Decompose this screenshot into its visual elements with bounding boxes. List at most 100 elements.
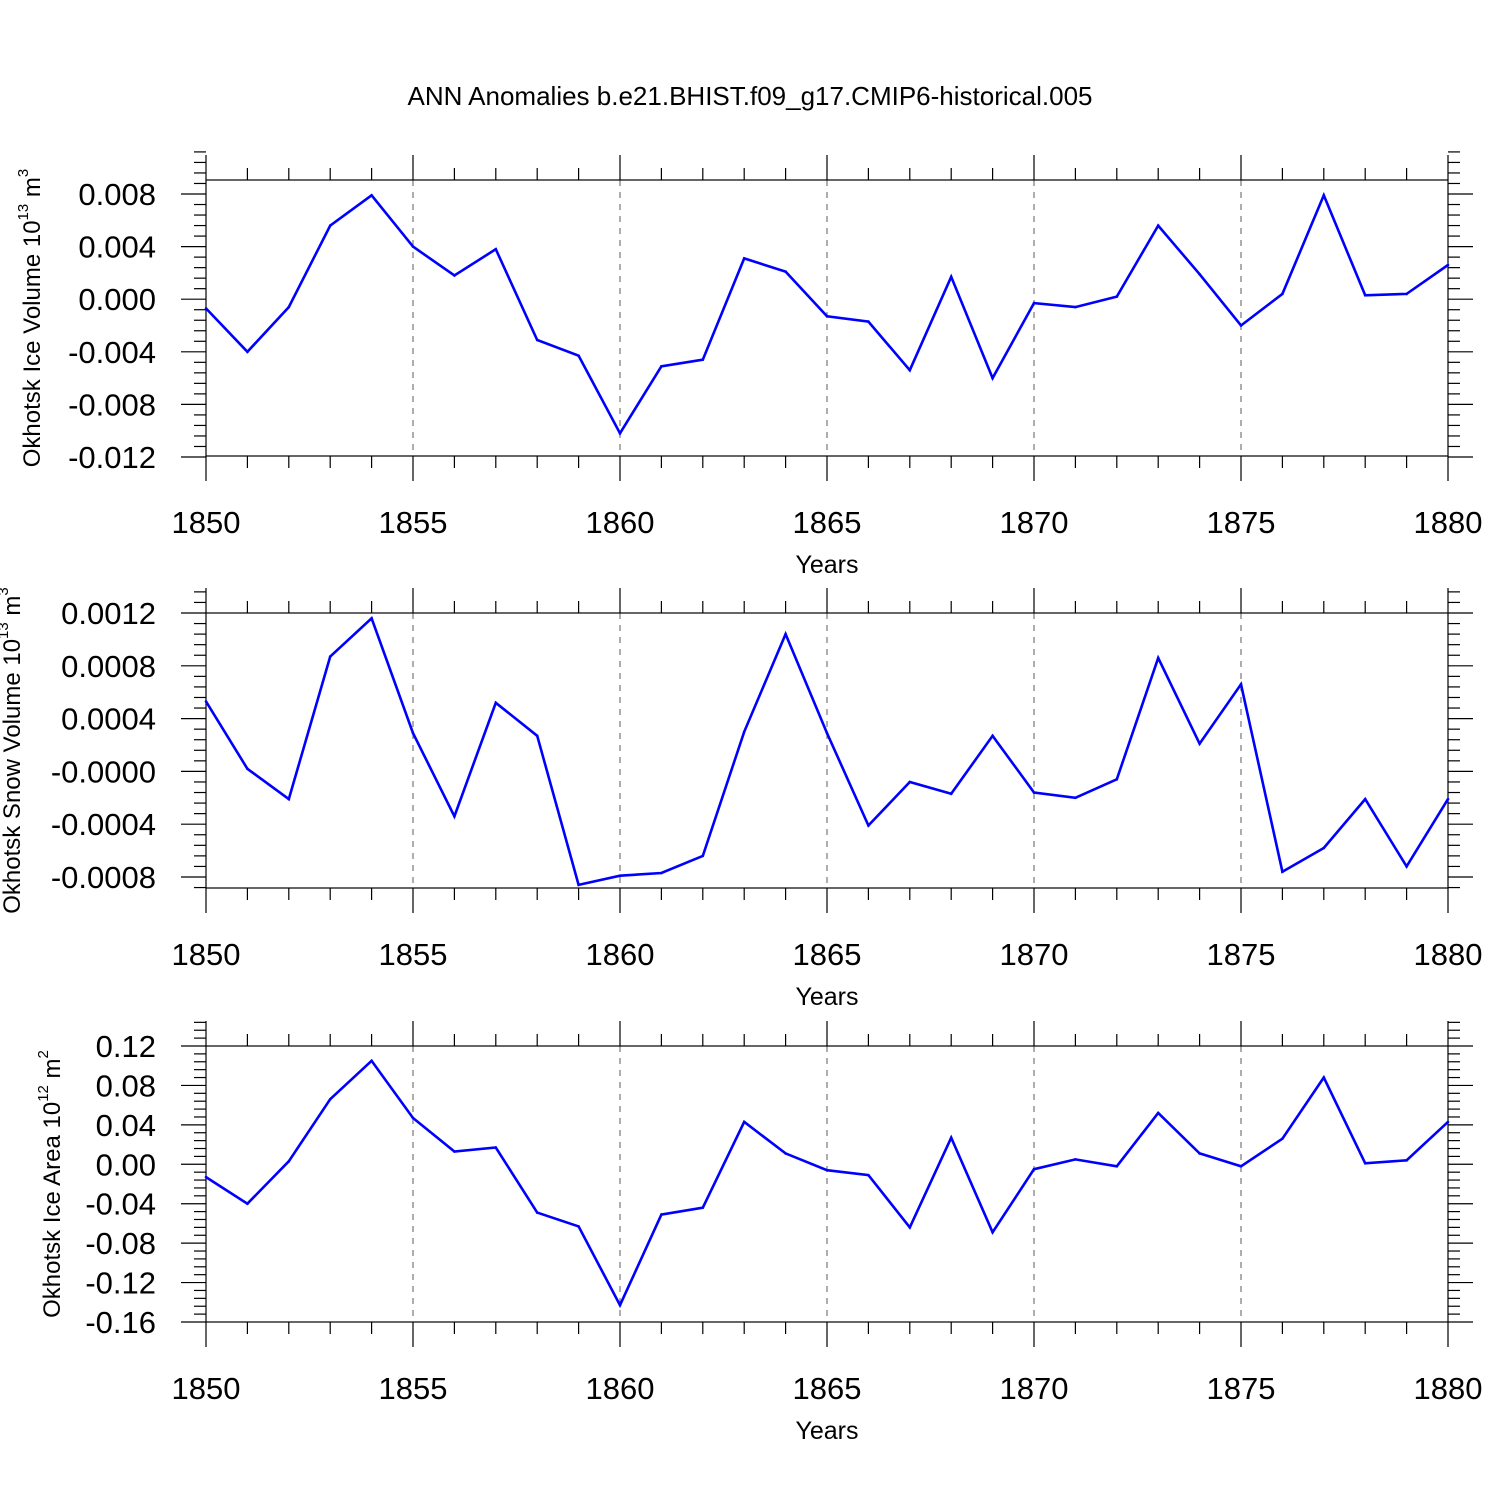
x-tick-label: 1870 [1000,1371,1069,1406]
data-point [494,701,498,705]
chart-panel-2: -0.0008 -0.0004 -0.0000 0.0004 0.0008 0.0012 1… [0,587,1482,1011]
data-point [1239,1164,1243,1168]
data-point [494,247,498,251]
data-point [494,1146,498,1149]
data-point [1363,293,1367,297]
data-point [453,1150,456,1153]
data-point [1363,1162,1367,1165]
data-point [867,320,870,323]
panels: -0.012 -0.008 -0.004 0.000 0.004 0.008 1850 185… [0,151,1483,1445]
x-tick-label: 1870 [1000,937,1069,972]
data-point [908,780,912,784]
x-tick-label: 1860 [586,937,655,972]
y-tick-label: 0.004 [78,230,156,265]
data-point [204,1175,208,1179]
y-axis-label: Okhotsk Ice Volume 1013 m3 [15,169,46,468]
x-tick-label: 1860 [586,505,655,540]
data-point [411,731,415,735]
x-tick-label: 1855 [379,937,448,972]
data-point [618,874,622,877]
data-point [1363,797,1367,801]
y-tick-label: -0.008 [68,387,156,422]
data-point [1405,1159,1408,1162]
data-point [246,767,249,771]
x-tick-label: 1865 [793,937,862,972]
y-tick-label: -0.0004 [51,807,156,842]
data-point [1281,1137,1284,1140]
data-point [535,734,539,738]
data-point [1405,292,1408,296]
x-tick-label: 1880 [1414,937,1483,972]
data-point [825,731,829,735]
y-axis-label: Okhotsk Snow Volume 1013 m3 [0,587,26,914]
data-point [908,1226,912,1229]
y-tick-label: -0.012 [68,440,156,475]
x-tick-label: 1850 [172,505,241,540]
data-point [949,792,953,796]
data-point [1115,1164,1119,1168]
data-point [1446,797,1450,801]
figure-title: ANN Anomalies b.e21.BHIST.f09_g17.CMIP6-… [407,81,1092,111]
data-point [867,824,870,827]
x-tick-label: 1850 [172,1371,241,1406]
data-point [535,338,539,342]
data-point [1281,292,1284,296]
data-point [701,1206,705,1209]
data-point [1198,1152,1201,1155]
y-tick-label: 0.12 [96,1029,156,1064]
y-tick-label: 0.04 [96,1108,156,1143]
data-point [1156,1111,1160,1115]
data-point [370,194,373,197]
x-axis-label: Years [795,551,858,579]
data-point [577,883,580,887]
data-point [287,797,291,801]
data-point [1322,846,1326,850]
data-point [411,245,415,248]
y-tick-label: -0.16 [85,1305,156,1340]
data-point [577,354,580,358]
data-point [287,1160,291,1163]
data-point [1322,194,1326,197]
data-point [825,314,829,318]
data-point [1156,656,1160,660]
data-point [328,1097,332,1101]
y-tick-label: 0.000 [78,282,156,317]
x-tick-label: 1875 [1207,505,1276,540]
data-point [246,1202,249,1206]
data-point [949,1136,953,1139]
data-point [204,307,208,310]
x-tick-label: 1880 [1414,505,1483,540]
x-tick-label: 1865 [793,505,862,540]
data-point [742,730,746,734]
data-point [867,1173,870,1177]
data-point [370,1059,373,1063]
y-axis-label: Okhotsk Ice Area 1012 m2 [35,1050,66,1318]
data-point [1198,742,1201,745]
y-tick-label: 0.0008 [61,649,156,684]
data-point [949,275,953,279]
y-tick-label: -0.08 [85,1226,156,1261]
y-tick-label: -0.0008 [51,860,156,895]
data-point [1239,682,1243,686]
x-tick-label: 1865 [793,1371,862,1406]
data-point [1281,870,1284,874]
y-tick-label: 0.00 [96,1147,156,1182]
data-point [991,1231,994,1234]
data-point [1032,791,1036,794]
x-tick-label: 1860 [586,1371,655,1406]
data-point [660,1213,663,1216]
data-point [1115,295,1119,298]
data-point [701,854,705,858]
x-tick-label: 1850 [172,937,241,972]
data-point [246,350,249,354]
data-point [991,376,994,380]
y-tick-label: 0.0012 [61,596,156,631]
data-point [1074,1158,1077,1161]
data-point [411,1116,415,1120]
y-tick-label: 0.08 [96,1068,156,1103]
data-point [1198,272,1201,276]
data-point [1032,1167,1036,1171]
x-tick-label: 1875 [1207,1371,1276,1406]
data-point [825,1168,829,1172]
y-tick-label: 0.0004 [61,702,156,737]
